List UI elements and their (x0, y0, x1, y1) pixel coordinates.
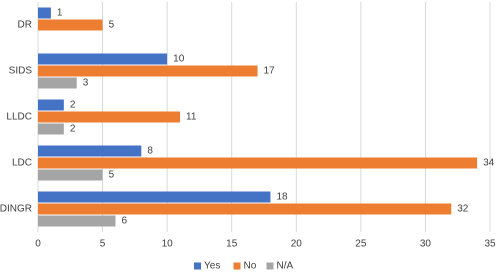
bar (38, 157, 478, 169)
data-label: 5 (109, 170, 115, 181)
legend-label: Yes (204, 261, 220, 272)
legend-label: No (244, 261, 257, 272)
data-label: 17 (264, 66, 276, 77)
data-label: 32 (457, 204, 469, 215)
y-tick-label: LLDC (6, 112, 32, 123)
data-label: 1 (57, 8, 63, 19)
x-tick-label: 30 (420, 239, 432, 250)
bar (38, 99, 64, 111)
data-label: 11 (186, 112, 197, 123)
bar (38, 203, 452, 215)
data-label: 18 (276, 192, 288, 203)
data-label: 2 (70, 124, 76, 135)
bar (38, 169, 103, 181)
x-tick-label: 10 (162, 239, 174, 250)
legend-label: N/A (277, 261, 294, 272)
bar (38, 65, 258, 77)
data-label: 6 (121, 216, 127, 227)
x-tick-label: 5 (100, 239, 106, 250)
legend-swatch (233, 262, 241, 270)
bar (38, 191, 271, 203)
bar (38, 215, 116, 227)
bar (38, 145, 142, 157)
y-tick-label: DINGR (0, 204, 32, 215)
bar (38, 19, 103, 31)
data-label: 34 (483, 158, 495, 169)
bar (38, 111, 181, 123)
y-tick-label: SIDS (9, 66, 33, 77)
data-label: 3 (83, 78, 89, 89)
bar (38, 77, 77, 89)
data-label: 8 (147, 146, 153, 157)
x-tick-label: 0 (35, 239, 41, 250)
legend-swatch (266, 262, 274, 270)
legend-swatch (194, 262, 201, 270)
bar (38, 53, 168, 65)
x-tick-label: 25 (355, 239, 367, 250)
data-label: 2 (70, 100, 76, 111)
x-tick-label: 20 (291, 239, 303, 250)
y-tick-label: DR (18, 20, 32, 31)
x-tick-label: 35 (484, 239, 496, 250)
data-label: 5 (109, 20, 115, 31)
data-label: 10 (173, 54, 185, 65)
bar (38, 7, 51, 19)
x-tick-label: 15 (226, 239, 238, 250)
bar (38, 123, 64, 135)
y-tick-label: LDC (12, 158, 32, 169)
